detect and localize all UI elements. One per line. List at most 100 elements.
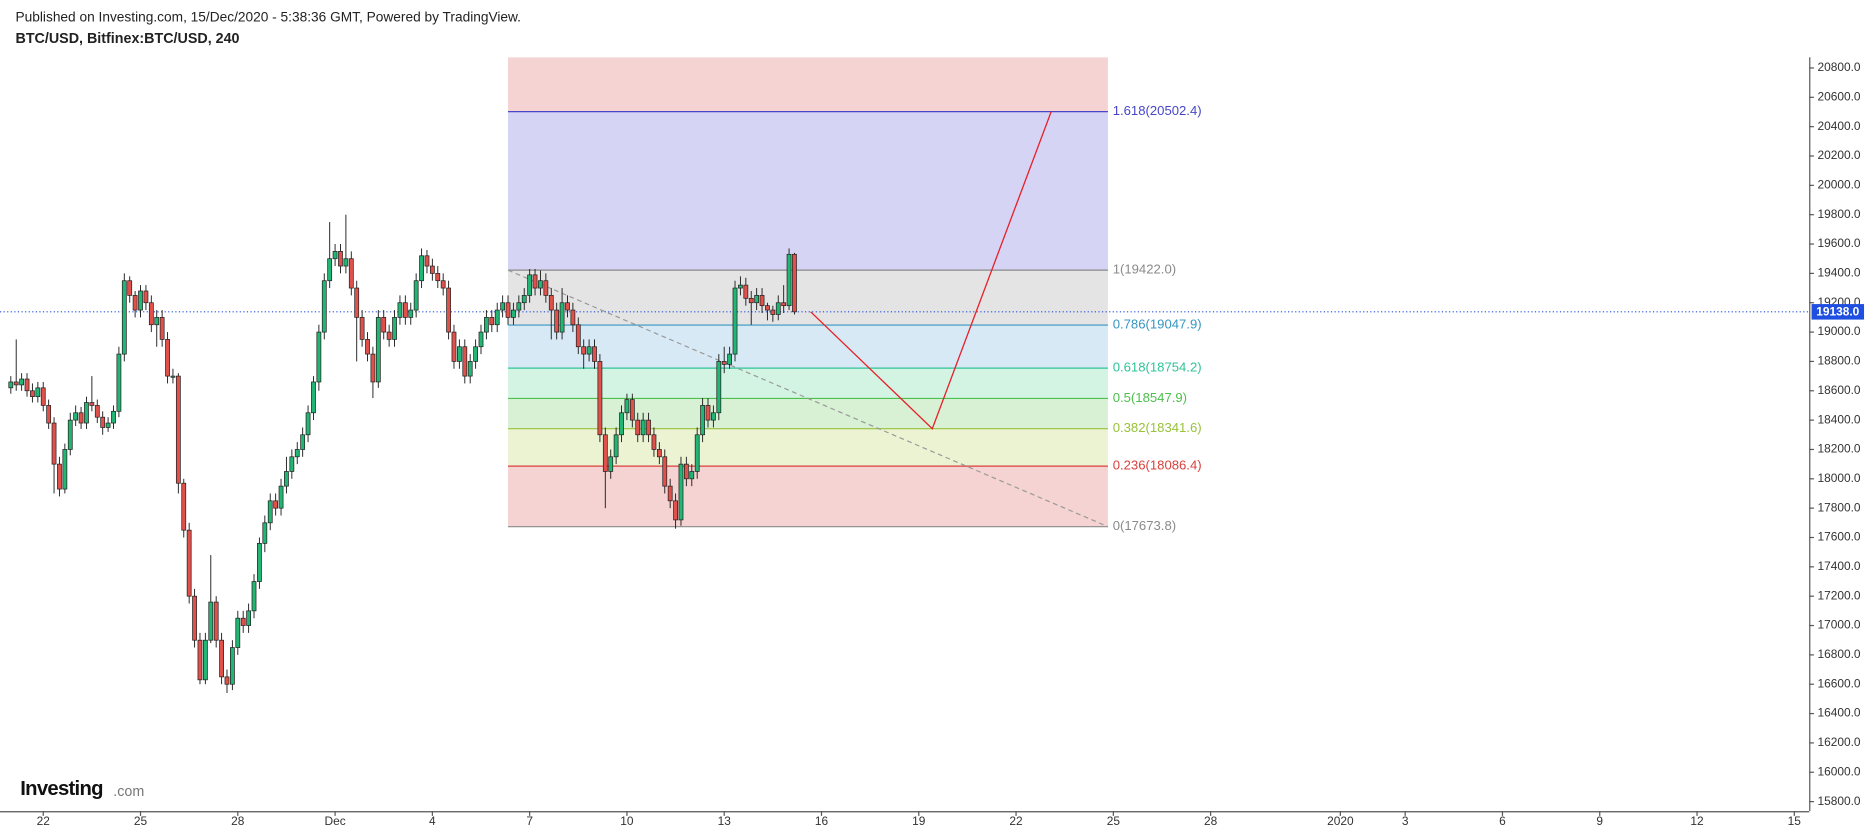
candle-body xyxy=(89,402,95,406)
candle-body xyxy=(284,471,289,487)
candle-body xyxy=(500,302,506,311)
candle-body xyxy=(132,295,138,311)
candle-body xyxy=(397,302,403,318)
candle-body xyxy=(489,317,495,326)
candle-body xyxy=(148,302,154,326)
x-tick-label: 15 xyxy=(1788,814,1802,828)
candle-body xyxy=(127,280,133,296)
candle-body xyxy=(13,381,19,386)
candle-body xyxy=(57,463,62,490)
candle-body xyxy=(35,387,41,397)
candle-body xyxy=(402,302,408,318)
x-tick-label: 25 xyxy=(1107,814,1121,828)
logo: Investing .com xyxy=(20,778,144,800)
y-tick-label: 17600.0 xyxy=(1818,530,1861,544)
y-tick-label: 20000.0 xyxy=(1818,178,1861,192)
x-tick-label: 7 xyxy=(526,814,533,828)
candle-body xyxy=(738,284,743,289)
candle-body xyxy=(219,639,224,678)
candle-body xyxy=(175,375,181,484)
candle-body xyxy=(462,346,468,377)
candle-body xyxy=(267,500,273,524)
candle-body xyxy=(748,297,754,304)
candle-body xyxy=(240,617,246,626)
candle-body xyxy=(446,287,451,333)
fib-band xyxy=(508,270,1108,326)
y-tick-label: 20200.0 xyxy=(1818,148,1861,162)
candle-body xyxy=(613,434,619,458)
candle-body xyxy=(300,434,306,450)
candle-body xyxy=(770,309,776,315)
candle-body xyxy=(19,378,25,386)
fib-label: 1.618(20502.4) xyxy=(1113,103,1202,118)
candle-body xyxy=(565,302,570,311)
candle-body xyxy=(121,280,127,355)
candle-body xyxy=(484,317,489,333)
candle-body xyxy=(629,399,635,421)
candle-body xyxy=(213,601,219,641)
y-tick-label: 18200.0 xyxy=(1818,442,1861,456)
candle-body xyxy=(473,346,478,362)
x-tick-label: 2020 xyxy=(1327,814,1354,828)
candle-body xyxy=(186,529,192,597)
candle-body xyxy=(348,258,354,289)
candle-body xyxy=(673,500,678,521)
candle-body xyxy=(727,353,733,365)
x-tick-label: 25 xyxy=(134,814,148,828)
candle-body xyxy=(732,287,738,355)
fib-label: 0.786(19047.9) xyxy=(1113,317,1202,332)
candle-body xyxy=(327,258,333,282)
candle-body xyxy=(635,419,641,436)
candle-body xyxy=(262,522,268,544)
y-tick-label: 17000.0 xyxy=(1818,618,1861,632)
candle-body xyxy=(370,353,376,383)
fib-band xyxy=(508,111,1108,271)
y-tick-label: 17400.0 xyxy=(1818,559,1861,573)
candle-body xyxy=(683,463,689,480)
y-tick-label: 20800.0 xyxy=(1818,60,1861,74)
candle-body xyxy=(138,290,143,311)
candle-body xyxy=(154,317,160,326)
y-tick-label: 20600.0 xyxy=(1818,89,1861,103)
candle-body xyxy=(419,255,424,282)
candle-body xyxy=(84,402,89,424)
fib-label: 0(17673.8) xyxy=(1113,518,1176,533)
fib-label: 0.382(18341.6) xyxy=(1113,420,1202,435)
x-tick-label: 22 xyxy=(1009,814,1023,828)
candle-body xyxy=(251,581,257,612)
last-price-box xyxy=(1811,304,1865,320)
candle-body xyxy=(354,287,360,318)
candle-body xyxy=(586,346,592,355)
candle-body xyxy=(40,387,46,406)
candle-body xyxy=(197,639,203,681)
published-note: Published on Investing.com, 15/Dec/2020 … xyxy=(16,10,521,25)
y-tick-label: 19800.0 xyxy=(1818,207,1861,221)
x-tick-label: 3 xyxy=(1402,814,1409,828)
candle-body xyxy=(467,361,473,377)
candle-body xyxy=(575,324,581,348)
candle-body xyxy=(651,434,657,450)
y-tick-label: 16800.0 xyxy=(1818,647,1861,661)
y-tick-label: 16600.0 xyxy=(1818,676,1861,690)
candle-body xyxy=(165,339,170,377)
candle-body xyxy=(105,422,111,428)
candle-body xyxy=(192,595,197,641)
candle-body xyxy=(435,273,441,282)
x-tick-label: 12 xyxy=(1690,814,1704,828)
x-tick-label: 6 xyxy=(1499,814,1506,828)
y-tick-label: 18400.0 xyxy=(1818,412,1861,426)
candle-body xyxy=(311,381,316,414)
fib-trend-line xyxy=(507,269,1109,528)
candle-body xyxy=(94,405,100,418)
candle-body xyxy=(24,378,30,392)
y-tick-label: 19600.0 xyxy=(1818,236,1861,250)
fib-label: 0.236(18086.4) xyxy=(1113,458,1202,473)
x-tick-label: 28 xyxy=(231,814,245,828)
candle-body xyxy=(640,419,646,436)
candle-body xyxy=(181,482,187,531)
candle-body xyxy=(78,412,84,424)
candle-body xyxy=(230,647,235,685)
candle-body xyxy=(548,295,554,311)
symbol-title: BTC/USD, Bitfinex:BTC/USD, 240 xyxy=(16,31,240,47)
